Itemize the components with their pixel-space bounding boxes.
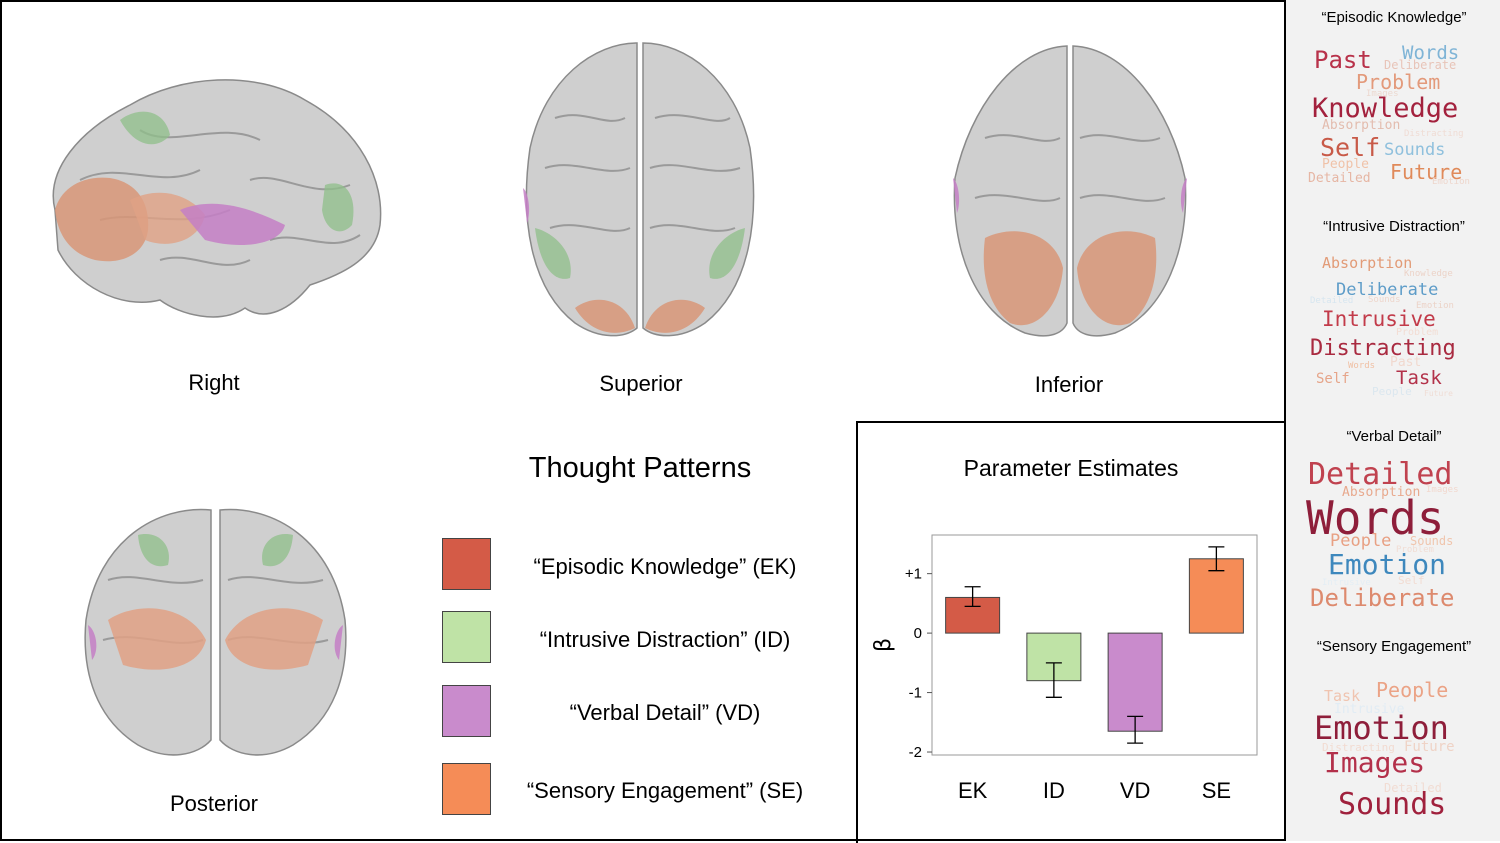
view-label-right: Right <box>188 370 240 395</box>
word-cloud-word: People <box>1372 385 1412 398</box>
legend-label-ek: “Episodic Knowledge” (EK) <box>533 554 797 579</box>
view-label-superior: Superior <box>599 371 683 396</box>
x-tick-label: EK <box>958 778 988 803</box>
word-cloud-word: Words <box>1348 361 1376 371</box>
word-cloud-title: “Episodic Knowledge” <box>1321 9 1467 26</box>
word-cloud-word: Detailed <box>1308 457 1453 492</box>
word-cloud-word: Sounds <box>1368 295 1401 305</box>
plot-area <box>931 534 1258 756</box>
word-cloud-word: Intrusive <box>1322 578 1371 588</box>
word-cloud-word: Intrusive <box>1322 307 1436 331</box>
word-cloud-word: Past <box>1314 46 1372 74</box>
y-axis-label: β <box>871 638 896 652</box>
word-cloud-word: Emotion <box>1432 177 1470 187</box>
word-cloud-title: “Intrusive Distraction” <box>1323 218 1465 235</box>
legend-swatch-se <box>442 763 491 815</box>
word-cloud-word: Future <box>1424 389 1453 398</box>
legend-label-vd: “Verbal Detail” (VD) <box>569 700 761 725</box>
legend-label-id: “Intrusive Distraction” (ID) <box>539 627 791 652</box>
word-cloud-word: People <box>1330 531 1392 551</box>
y-tick-label: -1 <box>909 685 922 702</box>
word-cloud-word: Deliberate <box>1384 58 1457 72</box>
word-cloud-word: Emotion <box>1314 709 1449 747</box>
view-label-inferior: Inferior <box>1034 372 1104 397</box>
word-cloud-word: Sounds <box>1384 140 1446 160</box>
brain-right-view <box>52 79 382 318</box>
word-cloud-word: Images <box>1324 746 1426 779</box>
word-cloud-word: Words <box>1402 42 1460 64</box>
word-cloud-word: Deliberate <box>1336 280 1439 300</box>
y-tick-label: -2 <box>909 744 922 761</box>
word-cloud-word: Distracting <box>1404 129 1464 139</box>
legend-swatch-vd <box>442 685 491 737</box>
word-cloud-word: Self <box>1316 371 1350 387</box>
word-cloud-word: Distracting <box>1322 741 1395 754</box>
word-cloud-word: Images <box>1426 485 1459 495</box>
word-cloud-title: “Sensory Engagement” <box>1316 638 1472 655</box>
word-cloud-word: Future <box>1404 739 1455 755</box>
brain-superior-view <box>523 42 755 337</box>
brain-posterior-view <box>84 508 347 756</box>
word-cloud-word: Detailed <box>1308 171 1371 186</box>
bar-vd <box>1107 632 1163 732</box>
word-cloud-title: “Verbal Detail” <box>1346 428 1442 445</box>
x-tick-label: ID <box>1043 778 1065 803</box>
chart-title: Parameter Estimates <box>963 455 1179 481</box>
word-cloud-word: Detailed <box>1310 296 1354 306</box>
word-cloud-word: Self <box>1398 574 1425 587</box>
word-cloud-word: Problem <box>1396 327 1439 338</box>
word-cloud-word: Sounds <box>1338 787 1447 822</box>
word-cloud-word: Words <box>1306 491 1445 545</box>
y-tick-label: 0 <box>914 625 922 642</box>
word-cloud-word: People <box>1376 678 1449 702</box>
word-cloud-word: Absorption <box>1322 254 1413 272</box>
word-cloud-word: Knowledge <box>1404 269 1453 279</box>
word-cloud-word: Distracting <box>1310 336 1456 361</box>
word-cloud-word: Task <box>1396 367 1442 389</box>
legend-label-se: “Sensory Engagement” (SE) <box>526 778 804 803</box>
word-cloud-word: Intrusive <box>1334 702 1405 717</box>
word-cloud-word: Problem <box>1396 545 1434 555</box>
legend-swatch-id <box>442 611 491 663</box>
word-cloud-word: People <box>1322 157 1369 172</box>
word-cloud-word: Self <box>1320 133 1381 162</box>
word-cloud-word: Deliberate <box>1310 584 1455 612</box>
chart-panel <box>856 421 1286 843</box>
legend-swatch-ek <box>442 538 491 590</box>
word-cloud-word: Absorption <box>1322 118 1401 133</box>
legend-title: Thought Patterns <box>528 452 752 484</box>
x-tick-label: VD <box>1120 778 1151 803</box>
word-cloud-word: Emotion <box>1416 301 1454 311</box>
word-cloud-word: Knowledge <box>1312 93 1459 124</box>
word-cloud-sidebar: “Episodic Knowledge” Past Words Deliberate P… <box>1284 0 1500 841</box>
x-tick-label: SE <box>1202 778 1231 803</box>
word-cloud-word: Emotion <box>1328 548 1447 581</box>
word-cloud-word: Sounds <box>1410 534 1454 548</box>
word-cloud-word: Images <box>1366 89 1399 99</box>
y-tick-label: +1 <box>905 566 922 583</box>
view-label-posterior: Posterior <box>169 791 259 816</box>
word-cloud-word: Absorption <box>1342 485 1421 500</box>
word-cloud-word: Detailed <box>1384 781 1442 795</box>
word-cloud-word: Future <box>1390 160 1463 184</box>
word-cloud-word: Problem <box>1356 70 1441 94</box>
brain-inferior-view <box>953 45 1187 337</box>
word-cloud-word: Past <box>1390 355 1422 370</box>
parameter-estimates-chart: +1 0 -1 -2 β EK ID VD SE <box>871 534 1258 803</box>
word-cloud-word: Task <box>1324 687 1361 705</box>
